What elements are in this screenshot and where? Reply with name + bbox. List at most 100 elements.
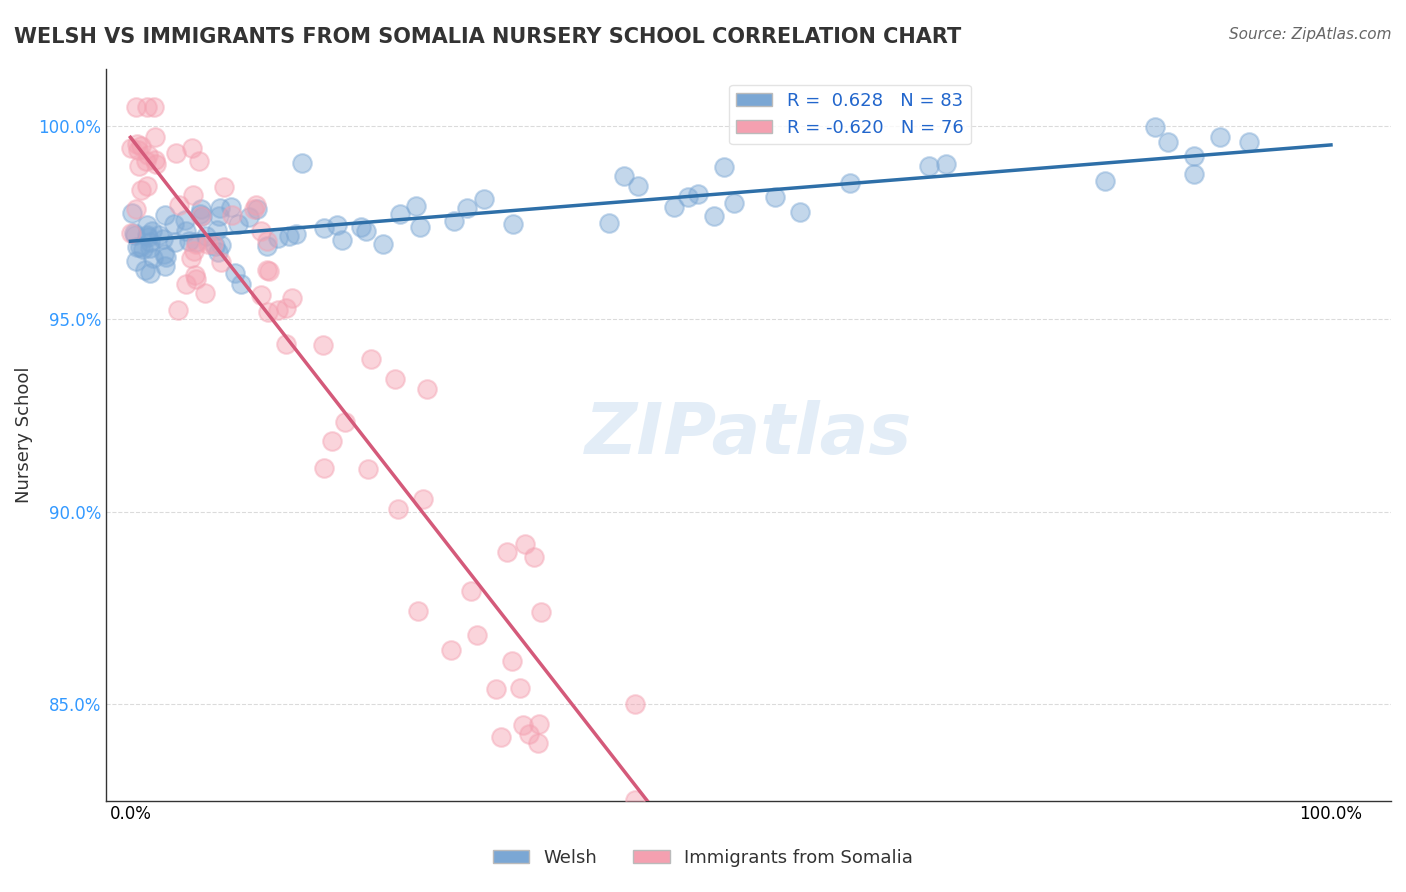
Point xyxy=(1094,174,1116,188)
Point xyxy=(135,227,157,242)
Point xyxy=(763,190,786,204)
Point xyxy=(152,247,174,261)
Point xyxy=(188,153,211,168)
Point xyxy=(443,214,465,228)
Point xyxy=(226,217,249,231)
Point xyxy=(173,213,195,227)
Point xyxy=(440,643,463,657)
Point xyxy=(174,224,197,238)
Point xyxy=(155,260,177,274)
Point xyxy=(1182,167,1205,181)
Point xyxy=(177,235,200,249)
Point xyxy=(128,159,150,173)
Point xyxy=(456,202,478,216)
Point xyxy=(125,202,148,216)
Point xyxy=(526,736,548,750)
Point xyxy=(180,251,202,265)
Point xyxy=(129,138,152,153)
Point xyxy=(713,161,735,175)
Point xyxy=(918,159,941,173)
Point xyxy=(205,223,228,237)
Point xyxy=(387,501,409,516)
Point xyxy=(408,219,430,234)
Point xyxy=(1143,120,1166,134)
Point xyxy=(184,272,207,286)
Point xyxy=(491,730,513,744)
Point xyxy=(1157,135,1180,149)
Point xyxy=(613,169,636,183)
Y-axis label: Nursery School: Nursery School xyxy=(15,367,32,503)
Point xyxy=(165,146,187,161)
Point xyxy=(120,141,142,155)
Legend: Welsh, Immigrants from Somalia: Welsh, Immigrants from Somalia xyxy=(486,842,920,874)
Point xyxy=(333,415,356,429)
Point xyxy=(127,143,149,157)
Point xyxy=(125,100,148,114)
Point xyxy=(122,226,145,240)
Point xyxy=(256,239,278,253)
Point xyxy=(1237,135,1260,149)
Point xyxy=(686,187,709,202)
Point xyxy=(624,793,647,807)
Point xyxy=(183,244,205,258)
Point xyxy=(703,209,725,223)
Point xyxy=(138,241,160,255)
Point xyxy=(256,234,278,248)
Point xyxy=(350,219,373,234)
Point xyxy=(662,200,685,214)
Point xyxy=(501,654,523,668)
Point xyxy=(624,697,647,711)
Point xyxy=(472,192,495,206)
Point xyxy=(412,492,434,507)
Point xyxy=(278,229,301,244)
Point xyxy=(274,337,297,351)
Point xyxy=(184,268,207,283)
Point xyxy=(139,266,162,280)
Point xyxy=(143,153,166,167)
Text: ZIPatlas: ZIPatlas xyxy=(585,401,912,469)
Point xyxy=(360,352,382,367)
Point xyxy=(330,233,353,247)
Point xyxy=(209,201,232,215)
Legend: R =  0.628   N = 83, R = -0.620   N = 76: R = 0.628 N = 83, R = -0.620 N = 76 xyxy=(730,85,972,145)
Point xyxy=(627,179,650,194)
Point xyxy=(465,628,488,642)
Point xyxy=(513,537,536,551)
Point xyxy=(138,148,160,162)
Point xyxy=(291,156,314,170)
Point xyxy=(129,183,152,197)
Point xyxy=(167,303,190,318)
Point xyxy=(145,129,167,144)
Point xyxy=(152,232,174,246)
Point xyxy=(194,286,217,301)
Point xyxy=(257,264,280,278)
Point xyxy=(245,198,267,212)
Point xyxy=(212,180,235,194)
Point xyxy=(207,245,229,260)
Point xyxy=(208,209,231,223)
Point xyxy=(195,229,218,244)
Point xyxy=(145,157,167,171)
Point xyxy=(224,265,246,279)
Point xyxy=(723,196,745,211)
Point xyxy=(209,254,232,268)
Point xyxy=(190,209,212,223)
Point xyxy=(389,207,412,221)
Point xyxy=(598,216,620,230)
Point xyxy=(321,434,343,448)
Point xyxy=(201,236,224,251)
Point xyxy=(384,372,406,386)
Point xyxy=(485,681,508,696)
Point xyxy=(406,604,429,618)
Point xyxy=(209,238,232,252)
Point xyxy=(167,198,190,212)
Point xyxy=(416,382,439,396)
Point xyxy=(125,137,148,152)
Point xyxy=(184,236,207,251)
Point xyxy=(839,176,862,190)
Point xyxy=(125,240,148,254)
Point xyxy=(1209,129,1232,144)
Point xyxy=(204,239,226,253)
Point xyxy=(354,224,377,238)
Point xyxy=(125,254,148,268)
